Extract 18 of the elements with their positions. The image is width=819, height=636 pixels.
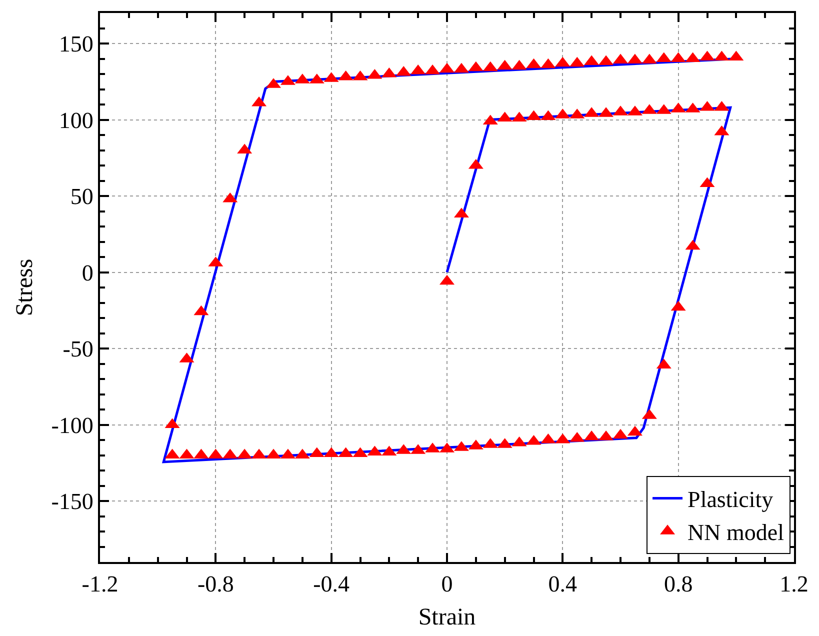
legend-label: NN model <box>688 520 784 546</box>
y-tick-label: -50 <box>62 336 94 362</box>
x-axis-title: Strain <box>418 604 476 630</box>
y-tick-label: 0 <box>82 260 94 286</box>
x-tick-label: 0.8 <box>664 572 693 597</box>
legend-label: Plasticity <box>688 487 774 512</box>
y-tick-label: -150 <box>51 489 94 514</box>
x-tick-label: 0.4 <box>548 572 578 597</box>
x-tick-label: 0 <box>441 572 453 597</box>
y-tick-label: 150 <box>58 32 94 57</box>
y-axis-title: Stress <box>12 258 38 316</box>
y-tick-label: 100 <box>58 108 94 133</box>
x-tick-label: 1.2 <box>780 572 808 597</box>
x-tick-label: -1.2 <box>82 572 118 597</box>
y-tick-label: 50 <box>70 184 94 210</box>
x-tick-label: -0.4 <box>313 572 350 597</box>
x-tick-label: -0.8 <box>197 572 234 597</box>
y-tick-label: -100 <box>51 412 94 438</box>
